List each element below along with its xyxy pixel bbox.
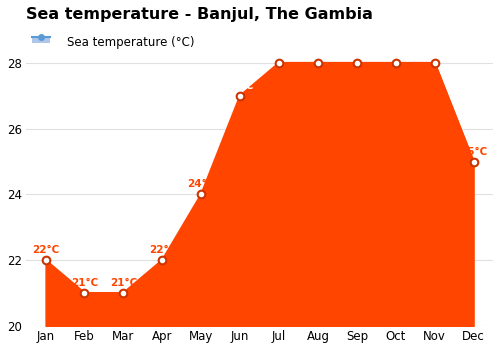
Text: 28°C: 28°C xyxy=(421,48,448,58)
Text: 28°C: 28°C xyxy=(266,48,292,58)
Legend: Sea temperature (°C): Sea temperature (°C) xyxy=(32,36,195,49)
Text: 22°C: 22°C xyxy=(32,245,59,255)
Text: 22°C: 22°C xyxy=(148,245,176,255)
Text: 28°C: 28°C xyxy=(382,48,409,58)
Text: 24°C: 24°C xyxy=(188,180,215,189)
Text: 28°C: 28°C xyxy=(343,48,370,58)
Text: 28°C: 28°C xyxy=(304,48,332,58)
Text: 21°C: 21°C xyxy=(110,278,137,288)
Text: Sea temperature - Banjul, The Gambia: Sea temperature - Banjul, The Gambia xyxy=(26,7,373,22)
Text: 25°C: 25°C xyxy=(460,147,487,156)
Text: 27°C: 27°C xyxy=(226,81,254,91)
Text: 21°C: 21°C xyxy=(71,278,98,288)
